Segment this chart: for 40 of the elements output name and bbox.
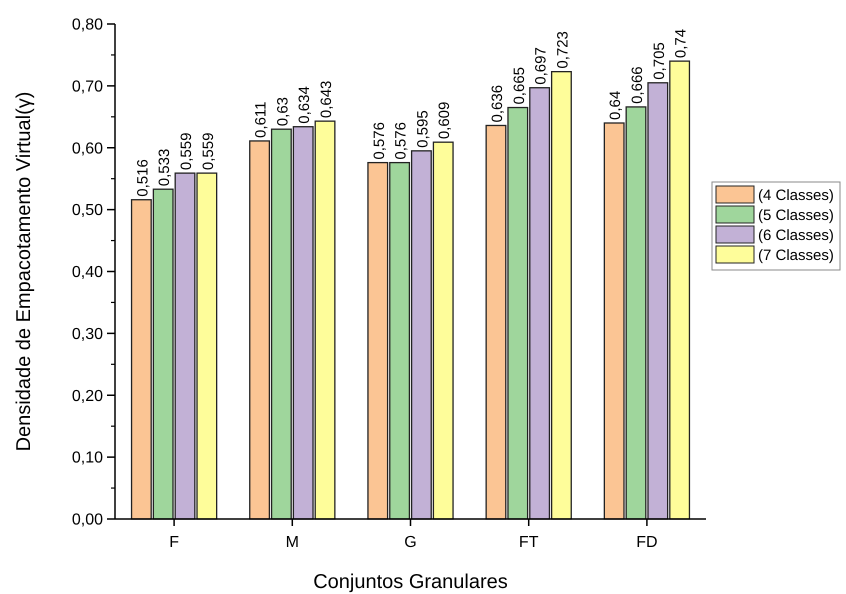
data-label: 0,595 (414, 110, 432, 148)
x-tick-label: G (404, 534, 417, 551)
y-tick-label: 0,70 (72, 78, 104, 96)
data-label: 0,723 (554, 31, 572, 69)
data-label: 0,74 (672, 28, 690, 58)
data-label: 0,705 (650, 42, 668, 80)
y-tick-label: 0,50 (72, 202, 104, 220)
legend-label: (4 Classes) (758, 187, 834, 204)
data-label: 0,611 (252, 102, 270, 138)
data-label: 0,576 (392, 122, 410, 160)
y-tick-label: 0,80 (72, 16, 104, 34)
y-tick-label: 0,00 (72, 512, 104, 529)
y-tick-label: 0,60 (72, 140, 104, 158)
legend-label: (7 Classes) (758, 247, 834, 264)
x-tick-label: FT (518, 534, 539, 551)
y-axis-title: Densidade de Empacotamento Virtual(γ) (13, 92, 35, 452)
x-axis-title: Conjuntos Granulares (313, 571, 508, 593)
data-label: 0,636 (488, 84, 506, 122)
y-tick-label: 0,10 (72, 450, 104, 467)
data-label: 0,643 (318, 80, 336, 118)
legend-label: (5 Classes) (758, 207, 834, 224)
data-label: 0,559 (178, 132, 196, 170)
data-label: 0,63 (274, 96, 292, 126)
x-tick-label: FD (636, 534, 658, 551)
data-label: 0,516 (134, 159, 152, 197)
data-label: 0,609 (436, 102, 454, 140)
x-tick-label: M (286, 534, 299, 551)
data-label: 0,559 (200, 132, 217, 170)
data-label: 0,533 (156, 148, 174, 186)
y-tick-label: 0,20 (72, 388, 104, 405)
data-label: 0,576 (370, 122, 388, 160)
data-label: 0,666 (628, 66, 646, 104)
legend-label: (6 Classes) (758, 227, 834, 244)
y-tick-label: 0,40 (72, 264, 104, 282)
y-tick-label: 0,30 (72, 326, 104, 343)
data-label: 0,697 (532, 47, 550, 85)
data-label: 0,665 (510, 66, 528, 105)
x-tick-label: F (169, 534, 180, 551)
data-label: 0,634 (296, 86, 314, 124)
data-label: 0,64 (607, 90, 624, 120)
